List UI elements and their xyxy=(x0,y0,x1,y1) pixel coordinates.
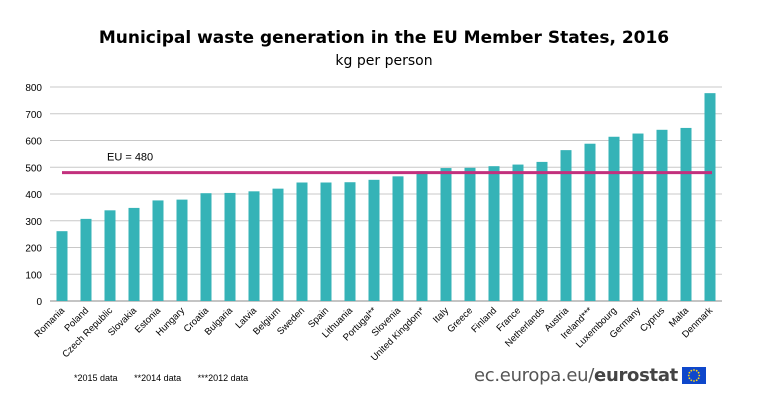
chart-title: Municipal waste generation in the EU Mem… xyxy=(98,28,670,48)
y-tick-label: 200 xyxy=(25,244,42,255)
y-tick-label: 100 xyxy=(25,270,42,281)
y-tick-label: 0 xyxy=(36,297,42,308)
y-tick-label: 300 xyxy=(25,217,42,228)
x-tick-label: Greece xyxy=(445,305,475,335)
bar xyxy=(704,93,716,301)
bar xyxy=(416,171,428,301)
bar xyxy=(680,127,692,302)
eu-flag-icon xyxy=(681,367,706,384)
bar xyxy=(224,192,236,301)
bar xyxy=(272,188,284,301)
bar xyxy=(584,143,596,301)
bar xyxy=(56,231,68,301)
bar xyxy=(296,182,308,301)
bar xyxy=(560,150,572,301)
bar xyxy=(248,191,260,301)
x-tick-label: Romania xyxy=(32,305,67,340)
eu-average-label: EU = 480 xyxy=(107,152,153,164)
eurostat-url: ec.europa.eu/eurostat xyxy=(474,365,678,386)
bar xyxy=(128,207,140,301)
bar xyxy=(536,161,548,301)
y-tick-label: 600 xyxy=(25,137,42,148)
footnote-2012: ***2012 data xyxy=(197,373,249,383)
eurostat-url-name: eurostat xyxy=(594,365,678,386)
bar xyxy=(464,167,476,301)
bar xyxy=(368,179,380,301)
eu-stars-icon xyxy=(687,369,701,382)
x-tick-label: Cyprus xyxy=(638,305,667,334)
y-tick-label: 400 xyxy=(25,190,42,201)
bar xyxy=(344,182,356,301)
x-tick-label: Finland xyxy=(469,305,499,335)
bar xyxy=(392,176,404,301)
bar xyxy=(176,199,188,301)
bar xyxy=(80,218,92,301)
y-tick-label: 700 xyxy=(25,110,42,121)
bar xyxy=(152,200,164,301)
bar xyxy=(656,129,668,301)
bar xyxy=(440,168,452,301)
bar xyxy=(512,164,524,301)
bar xyxy=(200,193,212,301)
bar-chart: 0100200300400500600700800RomaniaPolandCz… xyxy=(25,83,722,364)
chart-subtitle: kg per person xyxy=(335,53,433,69)
y-tick-label: 500 xyxy=(25,163,42,174)
bar xyxy=(320,182,332,301)
y-tick-label: 800 xyxy=(25,83,42,94)
footnote-2014: **2014 data xyxy=(134,373,182,383)
eurostat-logo: ec.europa.eu/eurostat xyxy=(474,365,706,386)
x-tick-label: Italy xyxy=(431,305,451,325)
footnote-2015: *2015 data xyxy=(74,373,118,383)
bar xyxy=(608,136,620,301)
bar xyxy=(632,133,644,301)
bar xyxy=(104,210,116,301)
footnotes: *2015 data **2014 data ***2012 data xyxy=(74,373,262,383)
eurostat-url-domain: ec.europa.eu/ xyxy=(474,365,595,386)
bar xyxy=(488,166,500,301)
